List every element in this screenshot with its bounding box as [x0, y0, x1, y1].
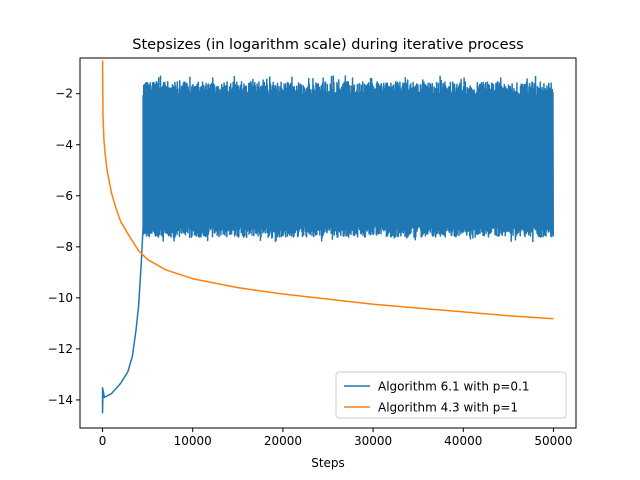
- chart-title: Stepsizes (in logarithm scale) during it…: [132, 37, 523, 53]
- legend-label-0: Algorithm 6.1 with p=0.1: [378, 380, 530, 394]
- x-tick-label: 30000: [354, 434, 392, 448]
- legend: Algorithm 6.1 with p=0.1 Algorithm 4.3 wi…: [335, 371, 567, 419]
- x-tick-label: 40000: [444, 434, 482, 448]
- plot-lines: [101, 60, 554, 414]
- x-tick-label: 20000: [264, 434, 302, 448]
- y-tick-label: −12: [48, 342, 73, 356]
- legend-label-1: Algorithm 4.3 with p=1: [378, 401, 518, 415]
- x-tick-label: 50000: [534, 434, 572, 448]
- y-tick-label: −4: [55, 138, 73, 152]
- x-axis-ticks: 0 10000 20000 30000 40000 50000: [99, 428, 573, 448]
- plot-frame: [79, 57, 577, 429]
- y-tick-label: −6: [55, 189, 73, 203]
- legend-box: [335, 371, 567, 419]
- y-tick-label: −14: [48, 393, 73, 407]
- y-tick-label: −8: [55, 240, 73, 254]
- series-line-1: [101, 60, 554, 320]
- y-axis-ticks: −14 −12 −10 −8 −6 −4 −2: [48, 87, 80, 407]
- y-tick-label: −10: [48, 291, 73, 305]
- y-tick-label: −2: [55, 87, 73, 101]
- plot-area: [101, 60, 554, 414]
- x-tick-label: 0: [99, 434, 107, 448]
- series-line-0: [101, 75, 554, 414]
- x-tick-label: 10000: [174, 434, 212, 448]
- x-axis-label: Steps: [311, 456, 345, 470]
